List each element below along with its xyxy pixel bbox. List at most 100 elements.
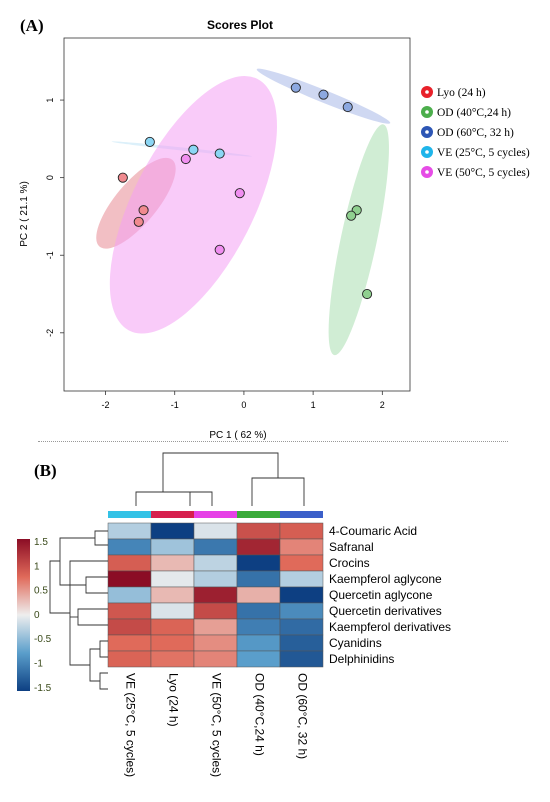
heatmap-cell xyxy=(107,522,152,540)
row-label: Quercetin aglycone xyxy=(329,588,433,602)
heatmap-cell xyxy=(150,602,195,620)
ellipse-ve-50-c-5-cycles xyxy=(109,76,277,334)
heatmap-cell xyxy=(193,522,238,540)
color-scale-tick: 0 xyxy=(34,610,40,621)
heatmap-cell xyxy=(279,538,324,556)
heatmap-cell xyxy=(107,634,152,652)
heatmap-cell xyxy=(193,634,238,652)
y-tick-label: -2 xyxy=(45,329,55,337)
point-od-60-c-32-h xyxy=(290,82,301,93)
heatmap-cell xyxy=(107,538,152,556)
heatmap-cell xyxy=(150,586,195,604)
column-dendrogram xyxy=(135,452,305,506)
point-od-40-c-24-h xyxy=(346,210,357,221)
heatmap-cell xyxy=(279,554,324,572)
legend-label: OD (60°C, 32 h) xyxy=(437,127,514,139)
heatmap-cell xyxy=(107,650,152,668)
color-scale-tick: 0.5 xyxy=(34,586,48,597)
scores-legend: Lyo (24 h) OD (40°C,24 h) OD (60°C, 32 h) V… xyxy=(421,86,530,179)
heatmap-cell xyxy=(236,538,281,556)
heatmap-cell xyxy=(279,522,324,540)
heatmap-cell xyxy=(150,650,195,668)
heatmap-cell xyxy=(150,538,195,556)
point-ve-50-c-5-cycles xyxy=(214,244,225,255)
x-tick-label: -1 xyxy=(171,400,179,410)
column-label: OD (40°C,24 h) xyxy=(253,673,267,756)
heatmap-cell xyxy=(236,586,281,604)
panel-a-label: (A) xyxy=(20,16,44,35)
y-tick-label: -1 xyxy=(45,251,55,259)
heatmap-cell xyxy=(279,570,324,588)
panel-b-label: (B) xyxy=(34,461,57,480)
heatmap-cell xyxy=(279,650,324,668)
heatmap-cell xyxy=(236,554,281,572)
heatmap-cell xyxy=(193,650,238,668)
row-label: Quercetin derivatives xyxy=(329,604,442,618)
heatmap-cell xyxy=(279,634,324,652)
y-tick-label: 0 xyxy=(45,175,55,180)
legend-label: Lyo (24 h) xyxy=(437,87,486,99)
heatmap-cell xyxy=(193,618,238,636)
point-lyo-24-h xyxy=(133,216,144,227)
heatmap-cell xyxy=(193,586,238,604)
column-color-bar xyxy=(108,511,151,518)
legend-marker-dot xyxy=(425,130,429,134)
heatmap-cell xyxy=(150,634,195,652)
color-scale-tick: 1 xyxy=(34,561,40,572)
heatmap-cell xyxy=(193,570,238,588)
x-axis-label: PC 1 ( 62 %) xyxy=(209,430,266,441)
point-ve-25-c-5-cycles xyxy=(214,148,225,159)
point-ve-50-c-5-cycles xyxy=(234,188,245,199)
column-label: VE (25°C, 5 cycles) xyxy=(124,673,138,777)
heatmap-cell xyxy=(107,570,152,588)
panel-separator xyxy=(38,441,508,442)
legend-label: OD (40°C,24 h) xyxy=(437,107,511,119)
column-label: OD (60°C, 32 h) xyxy=(296,673,310,759)
heatmap-cell xyxy=(150,570,195,588)
row-label: Delphinidins xyxy=(329,652,394,666)
point-lyo-24-h xyxy=(138,205,149,216)
row-label: Kaempferol derivatives xyxy=(329,620,451,634)
scores-plot: Scores Plot -2 -1 0 1 2 -2-101 PC 1 ( 62 %) … xyxy=(19,18,530,441)
x-tick-label: 0 xyxy=(241,400,246,410)
color-scale-tick: 1.5 xyxy=(34,537,48,548)
color-scale-tick: -1 xyxy=(34,659,43,670)
row-label: 4-Coumaric Acid xyxy=(329,524,417,538)
legend-marker-dot xyxy=(425,90,429,94)
heatmap-cell xyxy=(279,602,324,620)
heatmap-cell xyxy=(279,586,324,604)
heatmap-cell xyxy=(150,618,195,636)
legend-marker-dot xyxy=(425,170,429,174)
heatmap-cell xyxy=(107,554,152,572)
row-label: Cyanidins xyxy=(329,636,382,650)
legend-label: VE (25°C, 5 cycles) xyxy=(437,147,530,159)
point-ve-50-c-5-cycles xyxy=(180,153,191,165)
heatmap-cell xyxy=(236,602,281,620)
color-scale-bar xyxy=(17,539,30,691)
heatmap-cell xyxy=(236,522,281,540)
column-color-bar xyxy=(280,511,323,518)
ellipse-od-40-c-24-h xyxy=(328,124,389,356)
x-tick-label: 1 xyxy=(311,400,316,410)
legend-marker-dot xyxy=(425,110,429,114)
y-axis-label: PC 2 ( 21.1 %) xyxy=(19,181,30,247)
heatmap-cell xyxy=(150,522,195,540)
legend-marker-dot xyxy=(425,150,429,154)
point-od-60-c-32-h xyxy=(342,101,353,113)
heatmap-cell xyxy=(193,602,238,620)
x-tick-label: 2 xyxy=(380,400,385,410)
point-ve-25-c-5-cycles xyxy=(144,136,155,148)
heatmap-cell xyxy=(193,554,238,572)
scores-plot-title: Scores Plot xyxy=(207,18,273,32)
column-color-bar xyxy=(237,511,280,518)
heatmap-cell xyxy=(236,634,281,652)
heatmap-cell xyxy=(236,618,281,636)
column-label: VE (50°C, 5 cycles) xyxy=(210,673,224,777)
plot-frame xyxy=(63,37,411,392)
heatmap-cell xyxy=(236,650,281,668)
heatmap-cell xyxy=(279,618,324,636)
legend-label: VE (50°C, 5 cycles) xyxy=(437,167,530,179)
color-scale-tick: -0.5 xyxy=(34,634,52,645)
row-label: Crocins xyxy=(329,556,370,570)
column-label: Lyo (24 h) xyxy=(167,673,181,727)
